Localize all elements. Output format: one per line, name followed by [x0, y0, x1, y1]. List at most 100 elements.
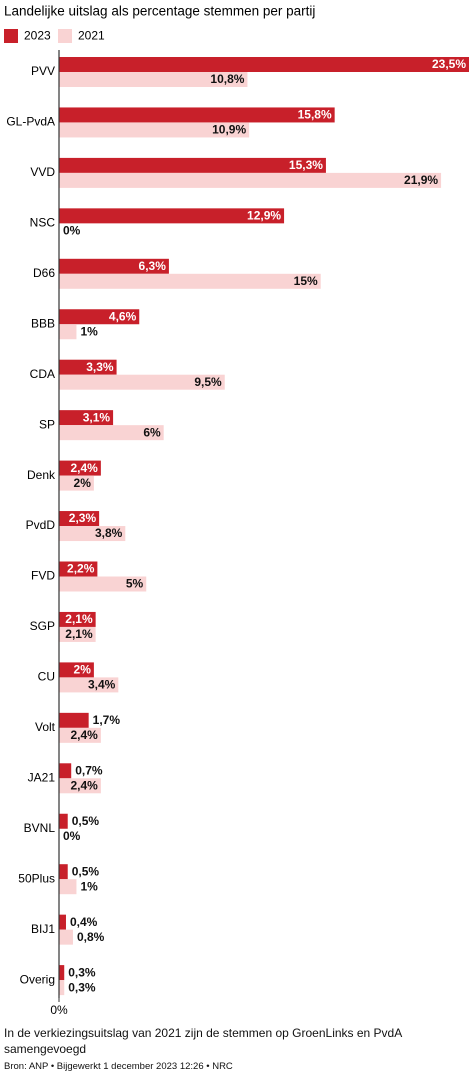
value-label: 9,5%: [194, 375, 222, 389]
value-label: 5%: [126, 577, 144, 591]
value-label: 3,4%: [88, 678, 116, 692]
value-label: 15%: [294, 274, 318, 288]
value-label: 2,3%: [69, 511, 97, 525]
value-label: 3,3%: [86, 360, 114, 374]
y-tick-label: Volt: [35, 720, 56, 734]
bar: [59, 475, 94, 491]
bar: [59, 526, 126, 542]
bar: [59, 576, 147, 592]
bar: [59, 273, 321, 289]
y-tick-label: D66: [33, 266, 55, 280]
bar: [59, 914, 66, 930]
value-label: 2,2%: [67, 562, 95, 576]
bar: [59, 980, 65, 996]
bar: [59, 410, 114, 426]
value-label: 0,3%: [68, 965, 96, 979]
bar: [59, 864, 68, 880]
value-label: 6,3%: [139, 259, 167, 273]
value-label: 2%: [74, 476, 92, 490]
bar: [59, 727, 101, 743]
y-tick-label: PvdD: [26, 518, 56, 532]
value-label: 0,8%: [77, 930, 105, 944]
bar: [59, 208, 285, 224]
bar: [59, 374, 225, 390]
bar: [59, 813, 68, 829]
value-label: 0%: [63, 224, 81, 238]
bar: [59, 763, 72, 779]
bar: [59, 778, 101, 794]
value-label: 2,4%: [71, 728, 99, 742]
value-label: 23,5%: [432, 57, 466, 71]
y-tick-label: GL-PvdA: [6, 115, 55, 129]
bar: [59, 425, 164, 441]
value-label: 2%: [74, 663, 92, 677]
bar: [59, 929, 73, 945]
chart-title: Landelijke uitslag als percentage stemme…: [4, 4, 315, 19]
legend-label: 2021: [78, 29, 105, 43]
value-label: 1%: [80, 324, 98, 338]
bar: [59, 662, 94, 678]
bar: [59, 172, 442, 188]
legend-label: 2023: [24, 29, 51, 43]
bar: [59, 965, 65, 981]
value-label: 15,8%: [298, 108, 332, 122]
value-label: 0,5%: [72, 864, 100, 878]
value-label: 3,1%: [83, 410, 111, 424]
y-tick-label: FVD: [31, 569, 55, 583]
value-label: 2,4%: [71, 778, 99, 792]
bar: [59, 511, 100, 527]
y-tick-label: VVD: [30, 165, 55, 179]
value-label: 12,9%: [247, 209, 281, 223]
chart: Landelijke uitslag als percentage stemme…: [4, 4, 469, 1017]
bar: [59, 561, 98, 577]
value-label: 1,7%: [93, 713, 121, 727]
value-label: 2,4%: [71, 461, 99, 475]
footnote: In de verkiezingsuitslag van 2021 zijn d…: [4, 1026, 402, 1056]
value-label: 2,1%: [65, 612, 93, 626]
source: Bron: ANP • Bijgewerkt 1 december 2023 1…: [4, 1061, 233, 1072]
value-label: 6%: [143, 425, 161, 439]
x-tick-label: 0%: [50, 1003, 68, 1017]
bar: [59, 677, 119, 693]
value-label: 15,3%: [289, 158, 323, 172]
y-tick-label: CDA: [30, 367, 55, 381]
legend-swatch: [58, 29, 72, 43]
value-label: 10,8%: [210, 72, 244, 86]
y-tick-label: Overig: [20, 972, 55, 986]
bar: [59, 359, 117, 375]
bar: [59, 324, 77, 340]
value-label: 10,9%: [212, 123, 246, 137]
y-tick-label: CU: [38, 670, 55, 684]
bar: [59, 626, 96, 642]
bar: [59, 712, 89, 728]
bar: [59, 157, 326, 173]
y-tick-label: NSC: [30, 216, 56, 230]
bar: [59, 72, 248, 87]
bar: [59, 460, 101, 476]
value-label: 4,6%: [109, 309, 137, 323]
bar: [59, 107, 335, 123]
y-tick-label: SP: [39, 417, 55, 431]
legend-swatch: [4, 29, 18, 43]
y-tick-label: SGP: [30, 619, 55, 633]
value-label: 0,7%: [75, 763, 103, 777]
value-label: 3,8%: [95, 526, 123, 540]
y-tick-label: BVNL: [24, 821, 56, 835]
value-label: 1%: [80, 879, 98, 893]
y-tick-label: 50Plus: [18, 871, 55, 885]
value-label: 0,5%: [72, 814, 100, 828]
y-tick-label: BIJ1: [31, 922, 55, 936]
y-tick-label: PVV: [31, 64, 55, 78]
y-tick-label: JA21: [28, 770, 56, 784]
value-label: 0%: [63, 829, 81, 843]
value-label: 21,9%: [404, 173, 438, 187]
y-tick-label: BBB: [31, 316, 55, 330]
value-label: 0,3%: [68, 980, 96, 994]
y-tick-label: Denk: [27, 468, 56, 482]
bar: [59, 122, 250, 138]
bar: [59, 309, 140, 325]
bar: [59, 879, 77, 895]
bar: [59, 611, 96, 627]
bar: [59, 57, 469, 72]
value-label: 0,4%: [70, 915, 98, 929]
